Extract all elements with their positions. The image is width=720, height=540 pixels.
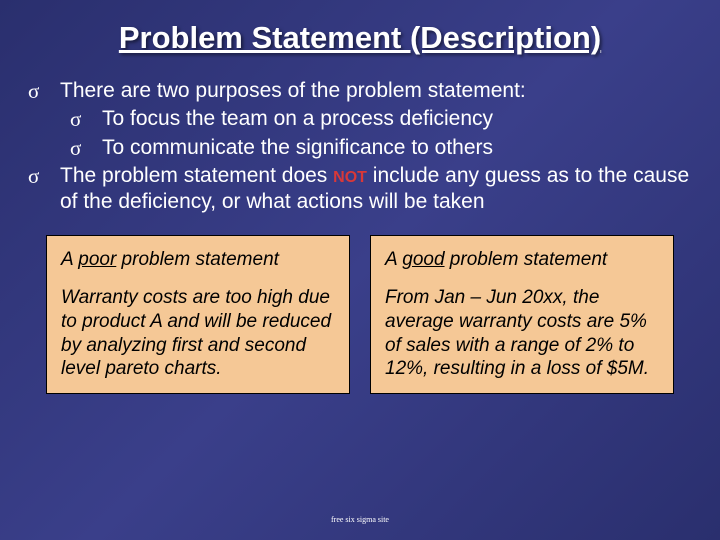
box-header-prefix: A bbox=[61, 249, 78, 270]
box-header: A good problem statement bbox=[385, 248, 659, 272]
box-header: A poor problem statement bbox=[61, 248, 335, 272]
bullet-list: σ There are two purposes of the problem … bbox=[28, 78, 692, 215]
bullet-text-part: The problem statement does bbox=[60, 164, 333, 187]
good-statement-box: A good problem statement From Jan – Jun … bbox=[370, 235, 674, 394]
bullet-level1: σ There are two purposes of the problem … bbox=[28, 78, 692, 104]
box-body: Warranty costs are too high due to produ… bbox=[61, 286, 335, 381]
slide-container: Problem Statement (Description) σ There … bbox=[0, 0, 720, 404]
poor-statement-box: A poor problem statement Warranty costs … bbox=[46, 235, 350, 394]
bullet-text: To communicate the significance to other… bbox=[102, 135, 493, 161]
bullet-level2: σ To communicate the significance to oth… bbox=[70, 135, 692, 161]
footer-text: free six sigma site bbox=[0, 515, 720, 524]
box-header-suffix: problem statement bbox=[116, 249, 279, 270]
box-header-keyword: good bbox=[402, 249, 444, 270]
comparison-boxes: A poor problem statement Warranty costs … bbox=[28, 235, 692, 394]
box-body: From Jan – Jun 20xx, the average warrant… bbox=[385, 286, 659, 381]
sigma-icon: σ bbox=[70, 135, 88, 161]
box-header-suffix: problem statement bbox=[445, 249, 608, 270]
bullet-level2: σ To focus the team on a process deficie… bbox=[70, 106, 692, 132]
not-emphasis: NOT bbox=[333, 169, 367, 186]
sigma-icon: σ bbox=[70, 106, 88, 132]
sigma-icon: σ bbox=[28, 78, 46, 104]
bullet-text: There are two purposes of the problem st… bbox=[60, 78, 526, 104]
bullet-text: To focus the team on a process deficienc… bbox=[102, 106, 493, 132]
sigma-icon: σ bbox=[28, 163, 46, 216]
bullet-text: The problem statement does NOT include a… bbox=[60, 163, 692, 216]
slide-title: Problem Statement (Description) bbox=[28, 20, 692, 56]
box-header-keyword: poor bbox=[78, 249, 116, 270]
bullet-level1: σ The problem statement does NOT include… bbox=[28, 163, 692, 216]
box-header-prefix: A bbox=[385, 249, 402, 270]
